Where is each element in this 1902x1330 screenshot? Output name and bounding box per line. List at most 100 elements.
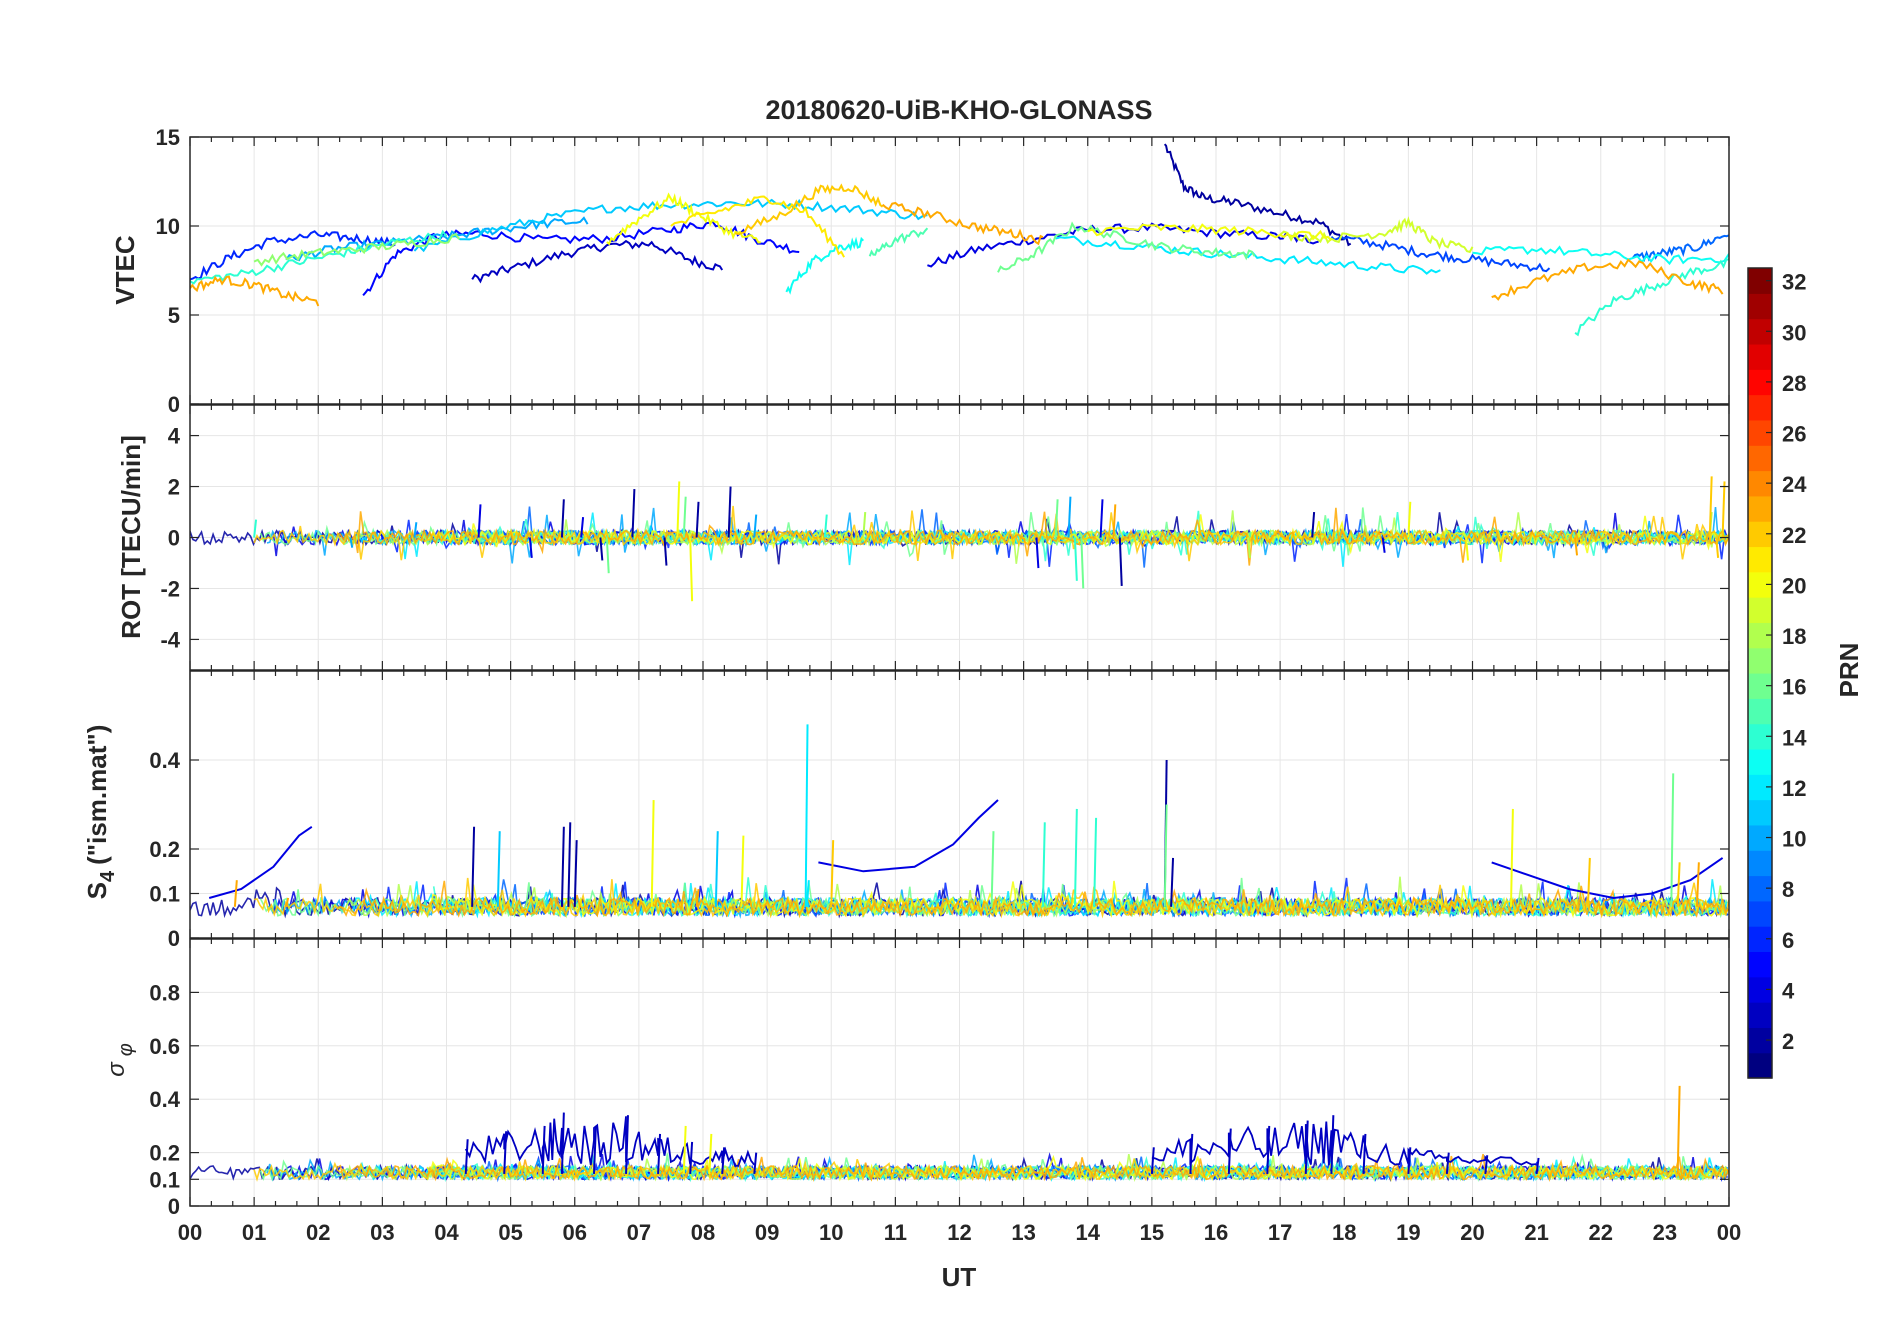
y-tick-label: 10 [156,214,180,239]
vtec-series-line [190,275,320,307]
s4-spike [567,822,572,907]
rot-spike [1080,537,1085,589]
rot-spike [1247,537,1251,558]
sigma-label-sub: φ [115,1043,137,1056]
sigma-phi-spike [1189,1133,1194,1175]
rot-spike [560,499,565,538]
s4-spike [285,897,290,908]
colorbar-swatch [1748,647,1772,674]
rot-spike [862,511,867,538]
vtec-series-group [190,143,1729,337]
vtec-series-line [606,192,761,246]
sigma-phi-spike [689,1141,694,1175]
x-tick-label: 14 [1076,1220,1101,1245]
vtec-series-line [785,236,865,295]
colorbar-tick-label: 26 [1782,422,1806,447]
colorbar-tick-label: 28 [1782,371,1806,396]
rot-spike [676,481,681,538]
s4-spike [714,831,719,907]
s4-spike [471,826,476,907]
x-tick-label: 09 [755,1220,779,1245]
s4-spike [573,840,578,907]
x-tick-label: 13 [1011,1220,1035,1245]
sigma-phi-spike [1362,1133,1367,1175]
s4-spike [1073,808,1078,907]
s4-spike [990,831,995,907]
x-tick-label: 05 [498,1220,522,1245]
s4-spike [233,880,238,907]
sigma-phi-spike [1535,1157,1540,1175]
colorbar-swatch [1748,799,1772,826]
s4-spike [650,800,655,907]
rot-spike [605,537,610,574]
colorbar-swatch [1748,597,1772,623]
x-tick-label: 04 [434,1220,459,1245]
vtec-series-line [881,201,1044,246]
vtec-series-line [997,221,1256,273]
sigma-phi-spike [682,1125,687,1174]
y-tick-label: 0.1 [149,882,180,907]
y-tick-label: 2 [168,475,180,500]
rot-spike [1715,537,1720,558]
y-tick-label: 0.2 [149,1141,180,1166]
colorbar-tick-label: 22 [1782,523,1806,548]
colorbar-swatch [1748,495,1772,522]
x-tick-label: 23 [1653,1220,1677,1245]
noise-trace [337,1153,1729,1183]
sigma-phi-axis-label: σφ [103,1043,137,1077]
colorbar-swatch [1748,1052,1772,1079]
colorbar-tick-label: 18 [1782,624,1806,649]
colorbar-swatch [1748,293,1772,320]
y-tick-label: 15 [156,125,180,150]
s4-label-sub: 4 [97,870,119,882]
rot-spike [1721,481,1726,538]
x-tick-label: 16 [1204,1220,1228,1245]
x-tick-label: 11 [884,1220,907,1245]
vtec-series-line [670,195,845,258]
colorbar-swatch [1748,850,1772,877]
sigma-phi-spike [1150,1147,1155,1175]
rot-spike [1407,501,1412,538]
rot-spike [1099,499,1104,538]
vtec-axis-label: VTEC [110,235,140,305]
y-tick-label: 0 [168,392,180,417]
rot-spike [1311,511,1316,538]
x-tick-label: 02 [306,1220,330,1245]
x-tick-label: 17 [1268,1220,1292,1245]
y-tick-label: 0.2 [149,837,180,862]
x-tick-label: 19 [1396,1220,1420,1245]
vtec-series-line [471,239,724,284]
colorbar-tick-label: 32 [1782,270,1806,295]
colorbar-tick-label: 8 [1782,877,1794,902]
sigma-phi-spike [541,1125,546,1174]
sigma-series-line [1151,1121,1537,1166]
vtec-series-line [734,183,884,236]
s4-spike [1586,857,1591,907]
s4-series-group [190,724,1729,919]
s4-spike [1041,822,1046,907]
y-tick-label: 0 [168,526,180,551]
rot-spike [689,537,694,602]
s4-spike [496,831,501,907]
vtec-panel: 0 5 10 15 [156,125,1730,417]
s4-spike [695,888,700,907]
rot-spike [823,514,828,538]
colorbar-tick-label: 24 [1782,472,1807,497]
s4-axis-label: S4 ("ism.mat") [82,725,119,900]
rot-spike [682,496,687,538]
x-tick-label: 03 [370,1220,394,1245]
colorbar-swatch [1748,394,1772,421]
vtec-series-line [1574,258,1729,337]
colorbar-swatch [1748,445,1772,472]
s4-series-line [208,825,313,899]
rot-spike [599,537,604,561]
rot-spike [631,489,636,538]
colorbar-swatch [1748,343,1772,370]
rot-series-group [190,476,1729,602]
colorbar-tick-label: 20 [1782,573,1806,598]
vtec-series-line [413,198,928,253]
rot-spike [528,537,533,558]
rot-spike [753,514,758,538]
